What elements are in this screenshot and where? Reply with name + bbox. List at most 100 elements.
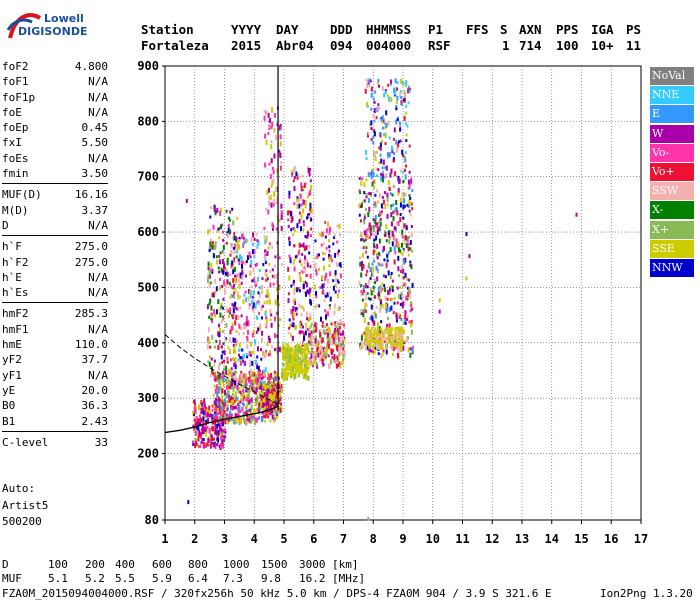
echo-point xyxy=(370,194,372,197)
echo-point xyxy=(291,172,294,176)
echo-point xyxy=(396,210,399,216)
echo-point xyxy=(278,303,281,307)
echo-point xyxy=(381,263,384,267)
echo-point xyxy=(231,314,234,320)
echo-point xyxy=(365,326,368,330)
echo-point xyxy=(406,297,409,301)
echo-point xyxy=(273,418,276,421)
echo-point xyxy=(223,371,226,375)
legend-item: E xyxy=(650,105,694,124)
echo-point xyxy=(303,367,306,373)
echo-point xyxy=(215,255,218,259)
echo-point xyxy=(392,311,395,315)
echo-point xyxy=(273,377,276,382)
echo-point xyxy=(407,101,410,105)
echo-point xyxy=(197,418,200,422)
echo-point xyxy=(223,368,225,371)
echo-point xyxy=(264,310,267,316)
echo-point xyxy=(293,228,296,232)
echo-point xyxy=(391,241,394,247)
echo-point xyxy=(313,284,316,290)
echo-point xyxy=(216,309,218,315)
echo-point xyxy=(335,261,338,267)
echo-point xyxy=(232,306,235,310)
echo-point xyxy=(398,341,401,347)
echo-point xyxy=(331,349,333,355)
echo-point xyxy=(376,222,379,226)
echo-point xyxy=(303,182,306,188)
echo-point xyxy=(409,181,412,185)
x-tick-label: 4 xyxy=(251,532,258,546)
x-tick-label: 12 xyxy=(485,532,499,546)
echo-point xyxy=(218,444,221,448)
echo-point xyxy=(282,375,285,381)
echo-point xyxy=(382,274,385,278)
echo-point xyxy=(218,362,221,366)
echo-point xyxy=(387,289,390,295)
echo-point xyxy=(373,129,376,133)
echo-point xyxy=(406,277,409,281)
echo-point xyxy=(303,246,306,252)
echo-point xyxy=(217,374,220,380)
echo-point xyxy=(321,231,324,237)
echo-point xyxy=(261,316,263,320)
echo-point xyxy=(287,292,290,296)
echo-point xyxy=(294,355,297,359)
echo-point xyxy=(365,273,368,277)
echo-point xyxy=(298,289,301,293)
echo-point xyxy=(250,418,253,422)
echo-point xyxy=(209,298,212,304)
echo-point xyxy=(270,393,272,399)
echo-point xyxy=(393,127,396,133)
echo-point xyxy=(256,276,259,282)
echo-point xyxy=(397,347,400,353)
echo-point xyxy=(262,350,264,356)
echo-point xyxy=(263,394,266,398)
echo-point xyxy=(276,413,279,417)
parameter-name: yE xyxy=(2,383,16,397)
echo-point xyxy=(307,167,310,173)
parameter-row: MUF(D) 16.16 xyxy=(2,187,108,202)
echo-point xyxy=(309,298,312,304)
echo-point xyxy=(333,333,336,337)
echo-point xyxy=(410,178,413,184)
echo-point xyxy=(283,356,286,361)
echo-point xyxy=(263,235,266,239)
echo-point xyxy=(360,284,363,287)
echo-point xyxy=(268,353,271,357)
echo-point xyxy=(246,389,249,393)
echo-point xyxy=(238,380,241,386)
echo-point xyxy=(302,283,305,289)
echo-point xyxy=(214,406,217,412)
echo-point xyxy=(237,258,240,262)
echo-point xyxy=(239,400,242,404)
echo-point xyxy=(221,371,224,375)
x-tick-label: 9 xyxy=(399,532,406,546)
echo-point xyxy=(270,125,273,129)
echo-point xyxy=(301,252,304,256)
echo-point xyxy=(393,301,396,305)
echo-point xyxy=(405,80,408,85)
echo-point xyxy=(258,302,261,305)
echo-point xyxy=(275,201,278,205)
muf-unit: [MHz] xyxy=(332,572,366,585)
echo-point xyxy=(254,420,257,426)
echo-point xyxy=(266,278,269,282)
echo-point xyxy=(384,275,387,279)
echo-point xyxy=(278,286,281,290)
echo-point xyxy=(226,407,229,411)
echo-point xyxy=(388,330,391,336)
echo-point xyxy=(252,232,255,238)
echo-point xyxy=(211,244,214,250)
echo-point xyxy=(389,274,392,280)
echo-point xyxy=(386,213,389,219)
echo-point xyxy=(216,388,219,394)
echo-point xyxy=(223,414,226,420)
echo-point xyxy=(226,271,229,277)
echo-point xyxy=(400,197,403,203)
echo-point xyxy=(328,239,330,243)
echo-point xyxy=(363,219,366,225)
echo-point xyxy=(367,343,370,347)
echo-point xyxy=(327,340,330,346)
